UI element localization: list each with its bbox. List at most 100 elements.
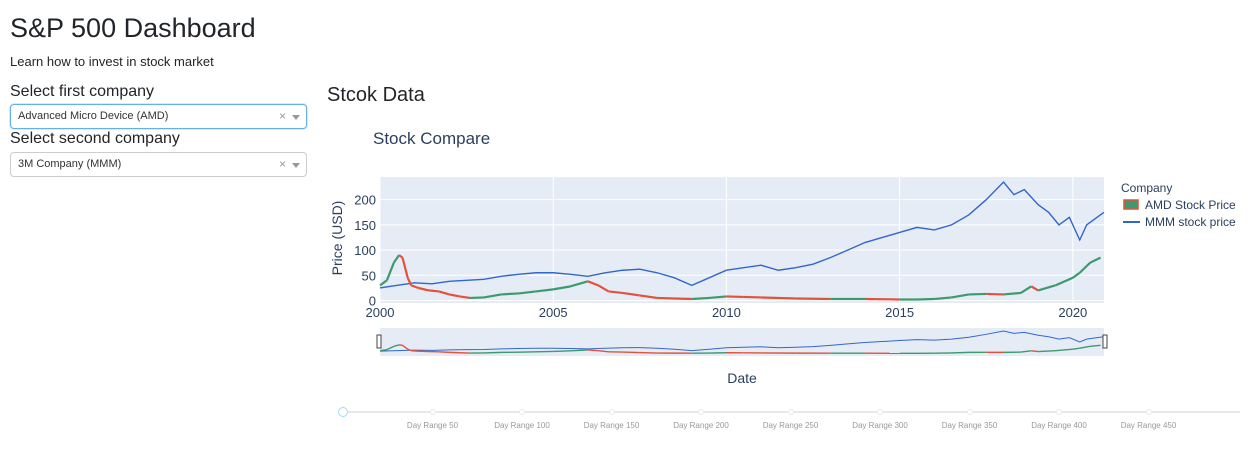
amd-candle-segment-mini (951, 351, 969, 354)
amd-candle-segment-mini (1072, 347, 1080, 350)
slider-mark-label[interactable]: Day Range 200 (673, 421, 729, 430)
amd-candle-segment (379, 279, 388, 287)
amd-candle-segment (401, 257, 409, 279)
amd-candle-segment (553, 285, 571, 291)
slider-dot[interactable] (429, 409, 436, 415)
amd-candle-segment (570, 280, 589, 288)
first-company-label: Select first company (10, 83, 155, 100)
amd-candle-segment (438, 290, 450, 296)
slider-dot[interactable] (787, 409, 794, 415)
slider-mark-label[interactable]: Day Range 400 (1031, 421, 1087, 430)
amd-candle-segment (1030, 285, 1039, 292)
y-axis-label: Price (USD) (329, 201, 345, 276)
amd-candle-segment (1072, 271, 1081, 279)
amd-candle-segment-mini (587, 349, 599, 352)
slider-dot[interactable] (877, 409, 883, 415)
clear-icon[interactable]: × (278, 109, 286, 123)
slider-dot[interactable] (608, 409, 615, 415)
legend-label-amd: AMD Stock Price (1145, 198, 1236, 212)
amd-candle-segment (743, 295, 762, 299)
amd-candle-segment-mini (553, 350, 571, 353)
chevron-down-icon[interactable] (292, 115, 300, 120)
y-tick-label: 50 (362, 268, 376, 283)
amd-candle-segment (597, 284, 610, 293)
x-axis-label: Date (727, 370, 757, 386)
range-handle-left[interactable] (376, 334, 382, 349)
amd-candle-segment (657, 296, 675, 300)
amd-candle-segment-mini (483, 351, 502, 354)
amd-candle-segment-mini (1031, 350, 1039, 353)
amd-candle-segment-mini (386, 345, 395, 351)
first-company-dropdown[interactable]: Advanced Micro Device (AMD) × (10, 104, 307, 129)
amd-candle-segment (392, 254, 400, 264)
amd-candle-segment (406, 277, 413, 286)
amd-candle-segment-mini (598, 349, 609, 353)
slider-mark-label[interactable]: Day Range 100 (494, 421, 550, 430)
slider-dot[interactable] (966, 409, 973, 415)
amd-candle-segment (385, 262, 395, 281)
amd-candle-segment (608, 290, 623, 295)
axis-ticks: 0 50 100 150 200 2000 2005 2010 2015 2020 (354, 193, 1087, 320)
slider-mark-label[interactable]: Day Range 300 (852, 421, 908, 430)
amd-candle-segment (459, 295, 471, 300)
slider-mark-label[interactable]: Day Range 250 (762, 421, 819, 430)
range-selector[interactable] (380, 328, 1104, 356)
x-tick-label: 2010 (712, 305, 741, 320)
chart-title: Stock Compare (373, 129, 490, 148)
amd-candle-segment-mini (407, 348, 412, 352)
range-selector-series (379, 330, 1105, 355)
stock-compare-chart[interactable]: Stock Compare Price (USD) Date Company A… (320, 120, 1250, 395)
y-tick-label: 150 (354, 218, 376, 233)
amd-candle-segment (501, 292, 519, 296)
amd-candle-segment (483, 293, 502, 299)
amd-candle-segment-mini (393, 344, 400, 347)
amd-candle-segment-mini (402, 344, 409, 350)
amd-candle-segment (968, 292, 987, 296)
legend-label-mmm: MMM stock price (1145, 215, 1236, 229)
slider-mark-label[interactable]: Day Range 50 (406, 421, 459, 430)
amd-candle-segment (761, 296, 796, 300)
amd-candle-segment (587, 280, 599, 287)
page-title: S&P 500 Dashboard (10, 13, 256, 43)
first-company-value: Advanced Micro Device (AMD) (18, 110, 169, 122)
amd-candle-segment (864, 297, 900, 301)
second-company-label: Select second company (10, 130, 180, 147)
slider-dot[interactable] (1056, 409, 1062, 415)
mmm-price-line (379, 180, 1105, 289)
amd-candle-segment (428, 289, 439, 293)
amd-candle-segment (1089, 256, 1102, 264)
legend-item-mmm[interactable]: MMM stock price (1123, 215, 1236, 229)
y-tick-label: 100 (354, 243, 376, 258)
slider-mark-label[interactable]: Day Range 150 (583, 421, 640, 430)
amd-candle-segment-mini (1038, 349, 1056, 353)
clear-icon[interactable]: × (278, 157, 286, 171)
amd-candle-segment (691, 296, 710, 301)
x-tick-label: 2000 (366, 305, 395, 320)
second-company-dropdown[interactable]: 3M Company (MMM) × (10, 152, 307, 177)
y-tick-label: 0 (369, 293, 376, 308)
amd-candle-segment-mini (1090, 344, 1101, 348)
slider-mark-label[interactable]: Day Range 450 (1120, 421, 1177, 430)
chevron-down-icon[interactable] (292, 163, 300, 168)
amd-candle-segment-mini (438, 351, 450, 354)
slider-dot[interactable] (698, 409, 704, 415)
day-range-slider-handle[interactable] (338, 407, 348, 417)
slider-mark-label[interactable]: Day Range 350 (941, 421, 998, 430)
plot-area[interactable] (380, 177, 1104, 303)
slider-dot[interactable] (519, 409, 525, 415)
amd-candle-segment (795, 297, 831, 301)
amd-candle-segment-mini (570, 349, 588, 352)
amd-candle-segment (986, 292, 1004, 296)
legend-title: Company (1121, 181, 1172, 195)
legend-item-amd[interactable]: AMD Stock Price (1123, 198, 1236, 212)
slider-dot[interactable] (1145, 409, 1152, 415)
amd-candle-segment (1003, 291, 1021, 296)
section-title: Stcok Data (327, 84, 425, 106)
amd-candle-segment (417, 286, 429, 292)
range-handle-right[interactable] (1102, 334, 1108, 349)
amd-candle-segment (470, 296, 484, 300)
amd-candle-segment (398, 254, 404, 259)
amd-candle-segment (674, 297, 692, 301)
amd-candle-segment (449, 293, 460, 298)
amd-candle-segment (934, 296, 952, 301)
